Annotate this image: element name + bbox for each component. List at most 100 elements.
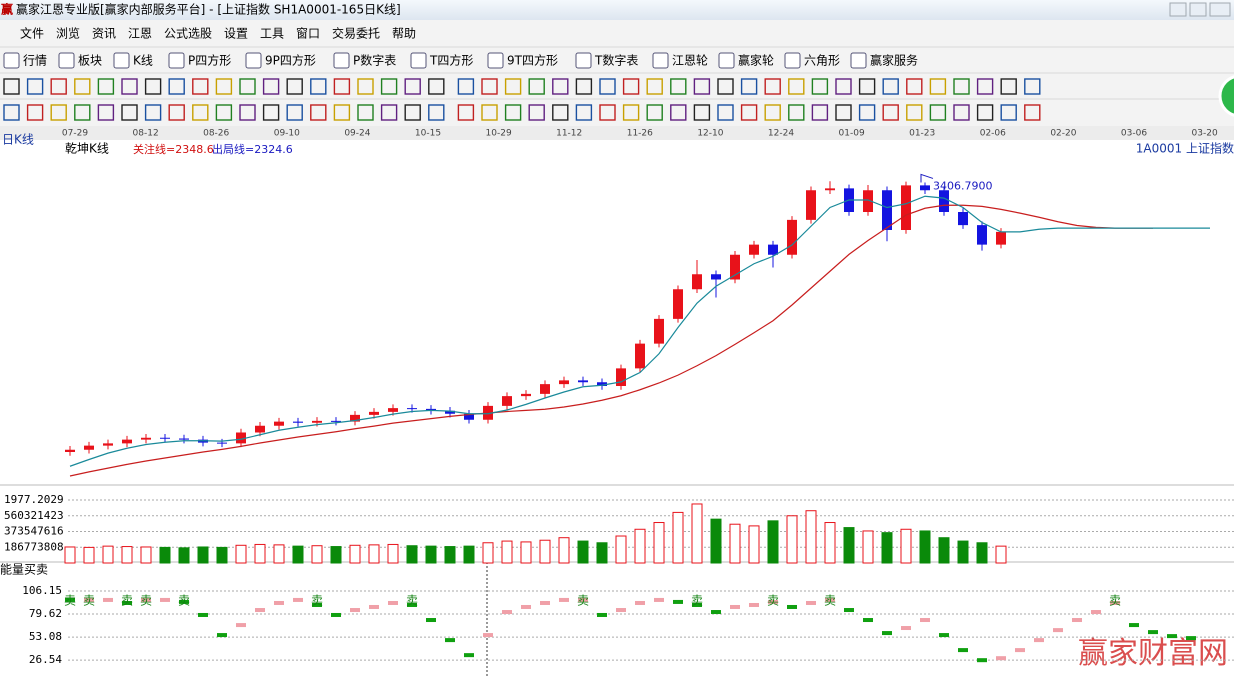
toolbar-icon[interactable] [113, 52, 130, 69]
tool-icon[interactable] [97, 104, 115, 121]
menu-item[interactable]: 工具 [260, 27, 284, 41]
toolbar-button[interactable]: 板块 [78, 54, 102, 68]
tool-icon[interactable] [357, 104, 374, 121]
menu-item[interactable]: 资讯 [92, 27, 116, 41]
tool-icon[interactable] [811, 104, 829, 121]
tool-icon[interactable] [811, 78, 829, 95]
tool-icon[interactable] [646, 78, 663, 95]
menu-item[interactable]: 浏览 [56, 26, 80, 41]
tool-icon[interactable] [504, 78, 522, 95]
tool-icon[interactable] [74, 78, 91, 95]
tool-icon[interactable] [50, 78, 67, 95]
tool-icon[interactable] [835, 78, 852, 95]
tool-icon[interactable] [286, 78, 303, 95]
toolbar-icon[interactable] [850, 52, 867, 69]
tool-icon[interactable] [481, 78, 498, 95]
tool-icon[interactable] [144, 104, 162, 121]
tool-icon[interactable] [646, 104, 663, 121]
tool-icon[interactable] [357, 78, 374, 95]
tool-icon[interactable] [333, 104, 351, 121]
tool-icon[interactable] [670, 78, 687, 95]
tool-icon[interactable] [97, 78, 115, 95]
tool-icon[interactable] [380, 78, 398, 95]
tool-icon[interactable] [953, 78, 970, 95]
tool-icon[interactable] [50, 104, 67, 121]
tool-icon[interactable] [239, 78, 256, 95]
tool-icon[interactable] [3, 78, 20, 95]
tool-icon[interactable] [404, 104, 421, 121]
tool-icon[interactable] [575, 78, 593, 95]
menu-item[interactable]: 设置 [224, 27, 248, 41]
tool-icon[interactable] [380, 104, 398, 121]
tool-icon[interactable] [192, 104, 209, 121]
tool-icon[interactable] [693, 104, 711, 121]
tool-icon[interactable] [764, 78, 781, 95]
tool-icon[interactable] [788, 78, 805, 95]
tool-icon[interactable] [929, 104, 947, 121]
maximize-button[interactable] [1189, 2, 1207, 17]
tool-icon[interactable] [788, 104, 805, 121]
tool-icon[interactable] [428, 78, 445, 95]
menu-item[interactable]: 帮助 [392, 27, 416, 41]
tool-icon[interactable] [835, 104, 852, 121]
toolbar-button[interactable]: 江恩轮 [672, 54, 708, 68]
tool-icon[interactable] [404, 78, 421, 95]
tool-icon[interactable] [552, 78, 569, 95]
toolbar-button[interactable]: 赢家服务 [870, 53, 918, 68]
tool-icon[interactable] [333, 78, 351, 95]
tool-icon[interactable] [1024, 78, 1041, 95]
tool-icon[interactable] [144, 78, 162, 95]
toolbar-button[interactable]: K线 [133, 54, 153, 68]
tool-icon[interactable] [670, 104, 687, 121]
tool-icon[interactable] [262, 104, 280, 121]
tool-icon[interactable] [192, 78, 209, 95]
tool-icon[interactable] [882, 78, 899, 95]
toolbar-icon[interactable] [168, 52, 185, 69]
tool-icon[interactable] [740, 104, 758, 121]
tool-icon[interactable] [693, 78, 711, 95]
tool-icon[interactable] [457, 78, 475, 95]
tool-icon[interactable] [310, 78, 327, 95]
tool-icon[interactable] [740, 78, 758, 95]
tool-icon[interactable] [215, 104, 233, 121]
toolbar-button[interactable]: 六角形 [804, 54, 840, 68]
tool-icon[interactable] [286, 104, 303, 121]
tool-icon[interactable] [74, 104, 91, 121]
menu-item[interactable]: 文件 [20, 26, 44, 41]
tool-icon[interactable] [858, 78, 876, 95]
toolbar-icon[interactable] [333, 52, 350, 69]
tool-icon[interactable] [457, 104, 475, 121]
tool-icon[interactable] [622, 104, 640, 121]
tool-icon[interactable] [168, 104, 185, 121]
tool-icon[interactable] [953, 104, 970, 121]
tool-icon[interactable] [528, 78, 545, 95]
tool-icon[interactable] [717, 78, 734, 95]
tool-icon[interactable] [1024, 104, 1041, 121]
tool-icon[interactable] [1000, 78, 1017, 95]
tool-icon[interactable] [1000, 104, 1017, 121]
tool-icon[interactable] [599, 78, 616, 95]
tool-icon[interactable] [310, 104, 327, 121]
toolbar-button[interactable]: T四方形 [429, 53, 473, 68]
toolbar-button[interactable]: 赢家轮 [738, 53, 774, 68]
tool-icon[interactable] [575, 104, 593, 121]
toolbar-button[interactable]: P数字表 [353, 53, 396, 68]
tool-icon[interactable] [504, 104, 522, 121]
tool-icon[interactable] [929, 78, 947, 95]
toolbar-icon[interactable] [718, 52, 735, 69]
tool-icon[interactable] [552, 104, 569, 121]
toolbar-button[interactable]: T数字表 [594, 53, 638, 68]
tool-icon[interactable] [239, 104, 256, 121]
tool-icon[interactable] [215, 78, 233, 95]
tool-icon[interactable] [121, 104, 138, 121]
tool-icon[interactable] [26, 78, 44, 95]
tool-icon[interactable] [168, 78, 185, 95]
tool-icon[interactable] [3, 104, 20, 121]
tool-icon[interactable] [858, 104, 876, 121]
toolbar-button[interactable]: P四方形 [188, 53, 231, 68]
tool-icon[interactable] [882, 104, 899, 121]
menu-item[interactable]: 江恩 [128, 27, 152, 41]
menu-item[interactable]: 公式选股 [164, 27, 212, 41]
tool-icon[interactable] [622, 78, 640, 95]
toolbar-icon[interactable] [58, 52, 75, 69]
